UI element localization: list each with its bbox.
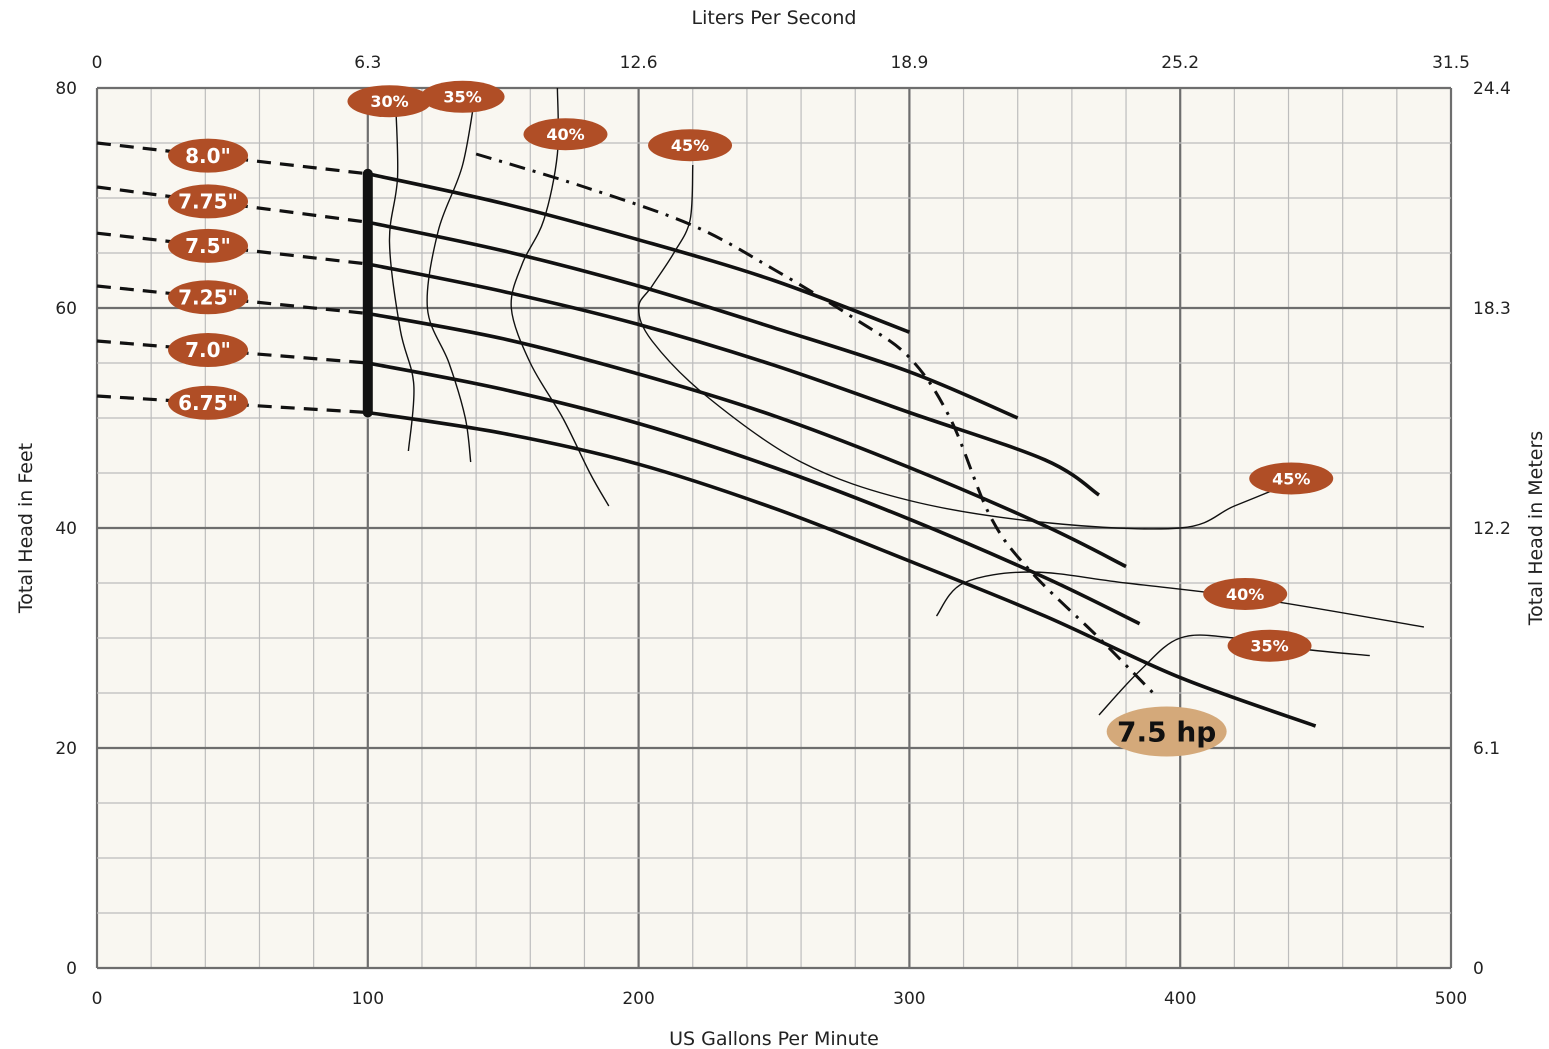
impeller-size-label-text: 7.25" [178,285,238,309]
impeller-size-label-shape [168,228,249,263]
impeller-curve-7-0in [367,361,1141,626]
y-right-axis-title: Total Head in Meters [1525,431,1547,626]
y-left-tick-label: 80 [55,79,77,99]
impeller-size-label-text: 6.75" [178,391,238,415]
impeller-size-label: 7.25" [168,280,249,315]
x-top-tick-label: 25.2 [1161,53,1199,73]
efficiency-label-shape [1203,578,1288,610]
impeller-curve-dashed-7-75in [96,185,369,224]
x-top-tick-label: 0 [92,53,103,73]
impeller-size-label-shape [168,138,249,173]
y-right-tick-label: 6.1 [1473,739,1500,759]
efficiency-label: 30% [347,85,432,118]
impeller-curve-7-25in [367,311,1127,569]
efficiency-label-text: 35% [443,88,481,107]
efficiency-label-shape [648,129,733,162]
horsepower-label-text: 7.5 hp [1117,716,1216,749]
impeller-size-label: 6.75" [168,385,249,420]
efficiency-curve-30pct [388,87,415,452]
impeller-size-label: 7.0" [168,333,249,368]
y-left-ticks: 0 20 40 60 80 [55,79,77,979]
impeller-curve-dashed-6-75in [96,394,368,415]
x-bottom-tick-label: 100 [352,989,384,1009]
x-top-ticks: 0 6.3 12.6 18.9 25.2 31.5 [92,53,1470,73]
impeller-size-label-text: 7.75" [178,190,238,214]
horsepower-label: 7.5 hp [1106,706,1227,757]
impeller-size-label: 8.0" [168,138,249,173]
impeller-curve-dashed-7-0in [96,339,368,365]
y-left-tick-label: 20 [55,739,77,759]
efficiency-curve-40pct [510,87,610,507]
x-bottom-tick-label: 500 [1435,989,1467,1009]
x-top-tick-label: 6.3 [354,53,381,73]
efficiency-label: 35% [1227,629,1312,662]
y-right-tick-label: 18.3 [1473,299,1511,319]
x-bottom-tick-label: 0 [92,989,103,1009]
impeller-size-label-text: 8.0" [185,144,231,168]
efficiency-label: 45% [648,129,733,162]
impeller-curve-7-75in [367,220,1019,420]
y-right-tick-label: 24.4 [1473,79,1511,99]
impeller-size-label-shape [168,280,249,315]
impeller-size-label-text: 7.5" [185,234,231,258]
x-bottom-tick-label: 300 [893,989,925,1009]
efficiency-label: 35% [420,80,505,113]
efficiency-label-shape [347,85,432,118]
efficiency-label-text: 35% [1250,636,1288,655]
efficiency-label: 45% [1249,462,1334,495]
impeller-size-label: 7.5" [168,228,249,263]
efficiency-label-shape [1249,462,1334,495]
impeller-curve-7-5in [367,262,1101,497]
efficiency-label: 40% [1203,578,1288,610]
efficiency-label-text: 40% [546,125,584,144]
impeller-curve-dashed-7-25in [96,284,368,316]
impeller-size-label-shape [168,184,249,219]
horsepower-label-shape [1106,706,1227,757]
efficiency-label: 40% [523,118,608,151]
efficiency-curves [388,87,1425,716]
x-bottom-axis-title: US Gallons Per Minute [669,1028,879,1049]
y-left-axis-title: Total Head in Feet [15,443,37,614]
y-right-tick-label: 0 [1473,959,1484,979]
y-left-tick-label: 0 [66,959,77,979]
y-left-tick-label: 60 [55,299,77,319]
x-bottom-ticks: 0 100 200 300 400 500 [92,989,1468,1009]
x-top-tick-label: 18.9 [890,53,928,73]
efficiency-label-text: 45% [671,136,709,155]
impeller-size-label: 7.75" [168,184,249,219]
y-left-tick-label: 40 [55,519,77,539]
x-bottom-tick-label: 200 [622,989,654,1009]
power-line [475,152,1155,695]
x-top-tick-label: 12.6 [620,53,658,73]
impeller-curve-6-75in [367,410,1317,728]
impeller-size-label-text: 7.0" [185,338,231,362]
x-bottom-tick-label: 400 [1164,989,1196,1009]
impeller-size-label-shape [168,385,249,420]
impeller-curves [96,141,1317,728]
efficiency-curve-35pct [426,87,477,463]
impeller-curve-dashed-7-5in [96,231,368,266]
impeller-size-label-shape [168,333,249,368]
impeller-curve-8-0in [367,172,911,334]
y-right-tick-label: 12.2 [1473,519,1511,539]
efficiency-label-shape [1227,629,1312,662]
efficiency-label-shape [420,80,505,113]
x-top-axis-title: Liters Per Second [692,7,857,29]
y-right-ticks: 0 6.1 12.2 18.3 24.4 [1473,79,1511,979]
x-top-tick-label: 31.5 [1432,53,1470,73]
efficiency-curve-45pct [637,164,1289,530]
efficiency-label-text: 30% [370,92,408,111]
efficiency-label-text: 40% [1226,585,1264,604]
efficiency-label-shape [523,118,608,151]
impeller-curve-dashed-8-0in [96,141,368,176]
efficiency-label-text: 45% [1272,469,1310,488]
efficiency-curve-35pct [1098,634,1370,716]
